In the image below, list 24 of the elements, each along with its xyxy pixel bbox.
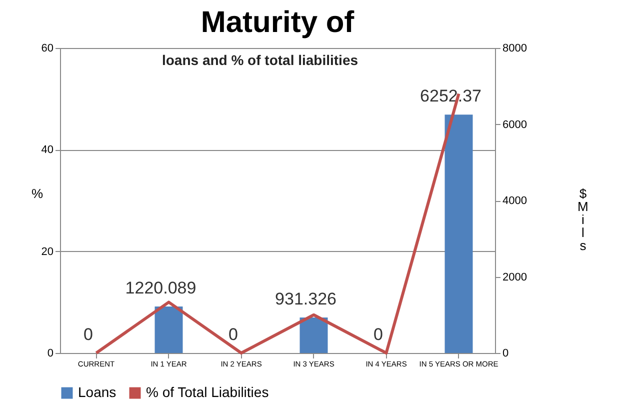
bar [444, 114, 473, 353]
data-label: 6252.37 [420, 86, 482, 106]
y2-tick-label: 8000 [502, 42, 527, 54]
chart-subtitle: loans and % of total liabilities [162, 52, 358, 68]
y2-tick-label: 4000 [502, 195, 527, 207]
chart-title: Maturity of [200, 6, 356, 39]
data-label: 0 [228, 325, 238, 344]
data-label: 931.326 [275, 289, 336, 308]
legend-label: % of Total Liabilities [146, 384, 269, 400]
data-label: 0 [84, 325, 93, 344]
y-axis-title: % [31, 186, 44, 201]
bar [154, 306, 183, 353]
bar [300, 317, 328, 353]
y2-tick-label: 2000 [502, 271, 527, 284]
data-label: 1220.089 [125, 278, 196, 298]
y-tick-label: 20 [41, 246, 54, 258]
y-tick-label: 40 [41, 144, 54, 156]
y-tick-label: 0 [47, 348, 54, 360]
y-tick-label: 60 [41, 42, 54, 54]
y2-tick-label: 6000 [502, 118, 527, 131]
data-label: 0 [374, 325, 383, 344]
legend-label: Loans [78, 384, 116, 400]
y2-tick-label: 0 [502, 348, 509, 360]
y2-axis-title: $Mils [578, 186, 588, 253]
